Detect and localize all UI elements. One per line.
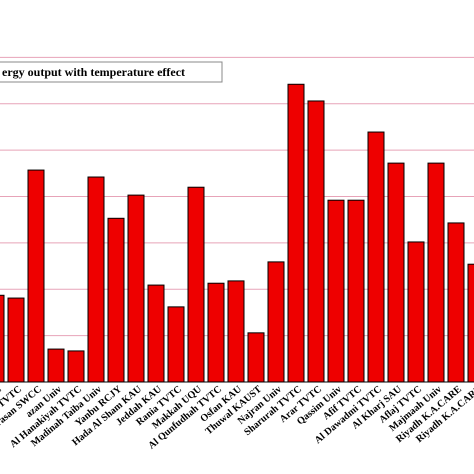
bar (367, 131, 385, 383)
bar (407, 241, 425, 383)
bar (87, 176, 105, 383)
bar (147, 284, 165, 383)
bar (27, 169, 45, 383)
bar (67, 350, 85, 383)
bar (47, 348, 65, 383)
bar (187, 186, 205, 383)
bar (167, 306, 185, 383)
bar (307, 100, 325, 383)
bar (447, 222, 465, 383)
legend-box (0, 61, 223, 83)
bar (0, 294, 5, 383)
bar (387, 162, 405, 383)
bar (467, 263, 474, 383)
bar (247, 332, 265, 383)
bar (327, 199, 345, 383)
bar (267, 261, 285, 383)
bar (347, 199, 365, 383)
legend-text: ergy output with temperature effect (2, 65, 185, 79)
bar (227, 280, 245, 383)
bar (7, 297, 25, 383)
bar (107, 217, 125, 383)
bar (287, 83, 305, 383)
bar (427, 162, 445, 383)
bar (127, 194, 145, 383)
bar (207, 282, 225, 383)
